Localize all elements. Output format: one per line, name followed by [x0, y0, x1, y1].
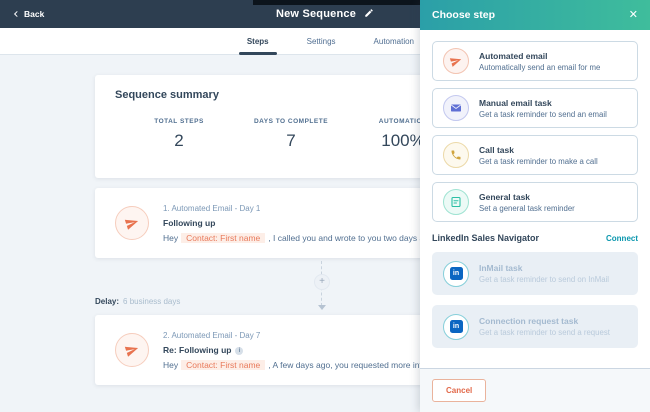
top-dark-strip [253, 0, 420, 5]
page-title: New Sequence [0, 8, 650, 20]
option-title: InMail task [479, 263, 523, 273]
panel-body: Automated email Automatically send an em… [420, 30, 650, 368]
panel-footer: Cancel [420, 368, 650, 412]
body-suffix: , I called you and wrote to you two days… [268, 232, 481, 243]
subject-text: Re: Following up [163, 344, 232, 355]
delay-setting[interactable]: Delay: 6 business days [95, 297, 180, 306]
linkedin-badge: in [449, 267, 463, 280]
option-desc: Set a general task reminder [479, 203, 575, 213]
linkedin-badge: in [449, 320, 463, 333]
option-desc: Automatically send an email for me [479, 62, 601, 72]
linkedin-heading: LinkedIn Sales Navigator [432, 233, 540, 243]
body-suffix: , A few days ago, you requested more inf… [268, 359, 479, 370]
option-desc: Get a task reminder to send a request [479, 328, 610, 337]
tab-settings[interactable]: Settings [306, 37, 336, 46]
pencil-icon[interactable] [364, 8, 374, 18]
choose-step-panel: Choose step ✕ Automated email Automatica… [420, 0, 650, 412]
sequence-name: New Sequence [275, 8, 357, 20]
phone-icon [443, 142, 469, 168]
stat-value: 7 [286, 131, 296, 150]
option-manual-email-task[interactable]: Manual email task Get a task reminder to… [432, 88, 638, 128]
tab-automation[interactable]: Automation [373, 37, 414, 46]
chevron-left-icon [13, 11, 18, 17]
option-inmail-task: in InMail task Get a task reminder to se… [432, 252, 638, 295]
step-subject: Following up [163, 217, 216, 228]
envelope-icon [443, 95, 469, 121]
stat-value: 2 [174, 131, 184, 150]
option-desc: Get a task reminder to send on InMail [479, 275, 610, 284]
option-title: General task [479, 191, 531, 202]
linkedin-icon: in [443, 313, 469, 340]
connect-link[interactable]: Connect [606, 233, 638, 243]
option-desc: Get a task reminder to make a call [479, 156, 598, 166]
option-call-task[interactable]: Call task Get a task reminder to make a … [432, 135, 638, 175]
step-meta: 2. Automated Email - Day 7 [163, 330, 261, 340]
close-icon[interactable]: ✕ [628, 8, 638, 21]
send-icon [124, 346, 139, 357]
back-label: Back [24, 9, 45, 19]
automated-email-step-icon [115, 206, 149, 240]
stat-label: DAYS TO COMPLETE [253, 118, 329, 125]
option-title: Automated email [479, 50, 548, 61]
back-button[interactable]: Back [12, 9, 44, 19]
option-general-task[interactable]: General task Set a general task reminder [432, 182, 638, 222]
tab-steps[interactable]: Steps [238, 28, 277, 55]
delay-value: 6 business days [123, 297, 181, 306]
delay-label: Delay: [95, 297, 120, 306]
send-icon [443, 48, 469, 74]
option-desc: Get a task reminder to send an email [479, 109, 607, 119]
stat-automation: AUTOMATION 100% [347, 118, 459, 151]
step-connector: + Delay: 6 business days [95, 258, 555, 315]
body-prefix: Hey [163, 232, 179, 243]
option-title: Call task [479, 144, 514, 155]
arrow-down-icon [318, 305, 326, 310]
panel-header: Choose step ✕ [420, 0, 650, 30]
option-connection-request-task: in Connection request task Get a task re… [432, 305, 638, 348]
option-automated-email[interactable]: Automated email Automatically send an em… [432, 41, 638, 81]
personalization-token[interactable]: Contact: First name [181, 359, 266, 370]
linkedin-icon: in [443, 260, 469, 287]
body-prefix: Hey [163, 359, 179, 370]
stat-label: TOTAL STEPS [154, 118, 204, 125]
stat-value: 100% [381, 131, 425, 150]
add-step-button[interactable]: + [314, 274, 330, 290]
send-icon [124, 219, 139, 230]
linkedin-section-header: LinkedIn Sales Navigator Connect [432, 233, 638, 243]
thread-info-icon: i [235, 346, 244, 355]
summary-title: Sequence summary [115, 89, 219, 101]
stat-days-to-complete: DAYS TO COMPLETE 7 [235, 118, 347, 151]
automated-email-step-icon [115, 333, 149, 367]
task-icon [443, 189, 469, 215]
step-body: Hey Contact: First name, A few days ago, … [163, 359, 535, 370]
panel-title: Choose step [432, 9, 496, 21]
cancel-button[interactable]: Cancel [432, 379, 487, 402]
step-meta: 1. Automated Email - Day 1 [163, 203, 261, 213]
option-title: Manual email task [479, 97, 552, 108]
step-subject: Re: Following up i [163, 345, 535, 355]
step-body: Hey Contact: First name, I called you and… [163, 232, 535, 243]
stat-label: AUTOMATION [378, 118, 428, 125]
personalization-token[interactable]: Contact: First name [181, 232, 266, 243]
option-title: Connection request task [479, 316, 579, 326]
stat-total-steps: TOTAL STEPS 2 [123, 118, 235, 151]
